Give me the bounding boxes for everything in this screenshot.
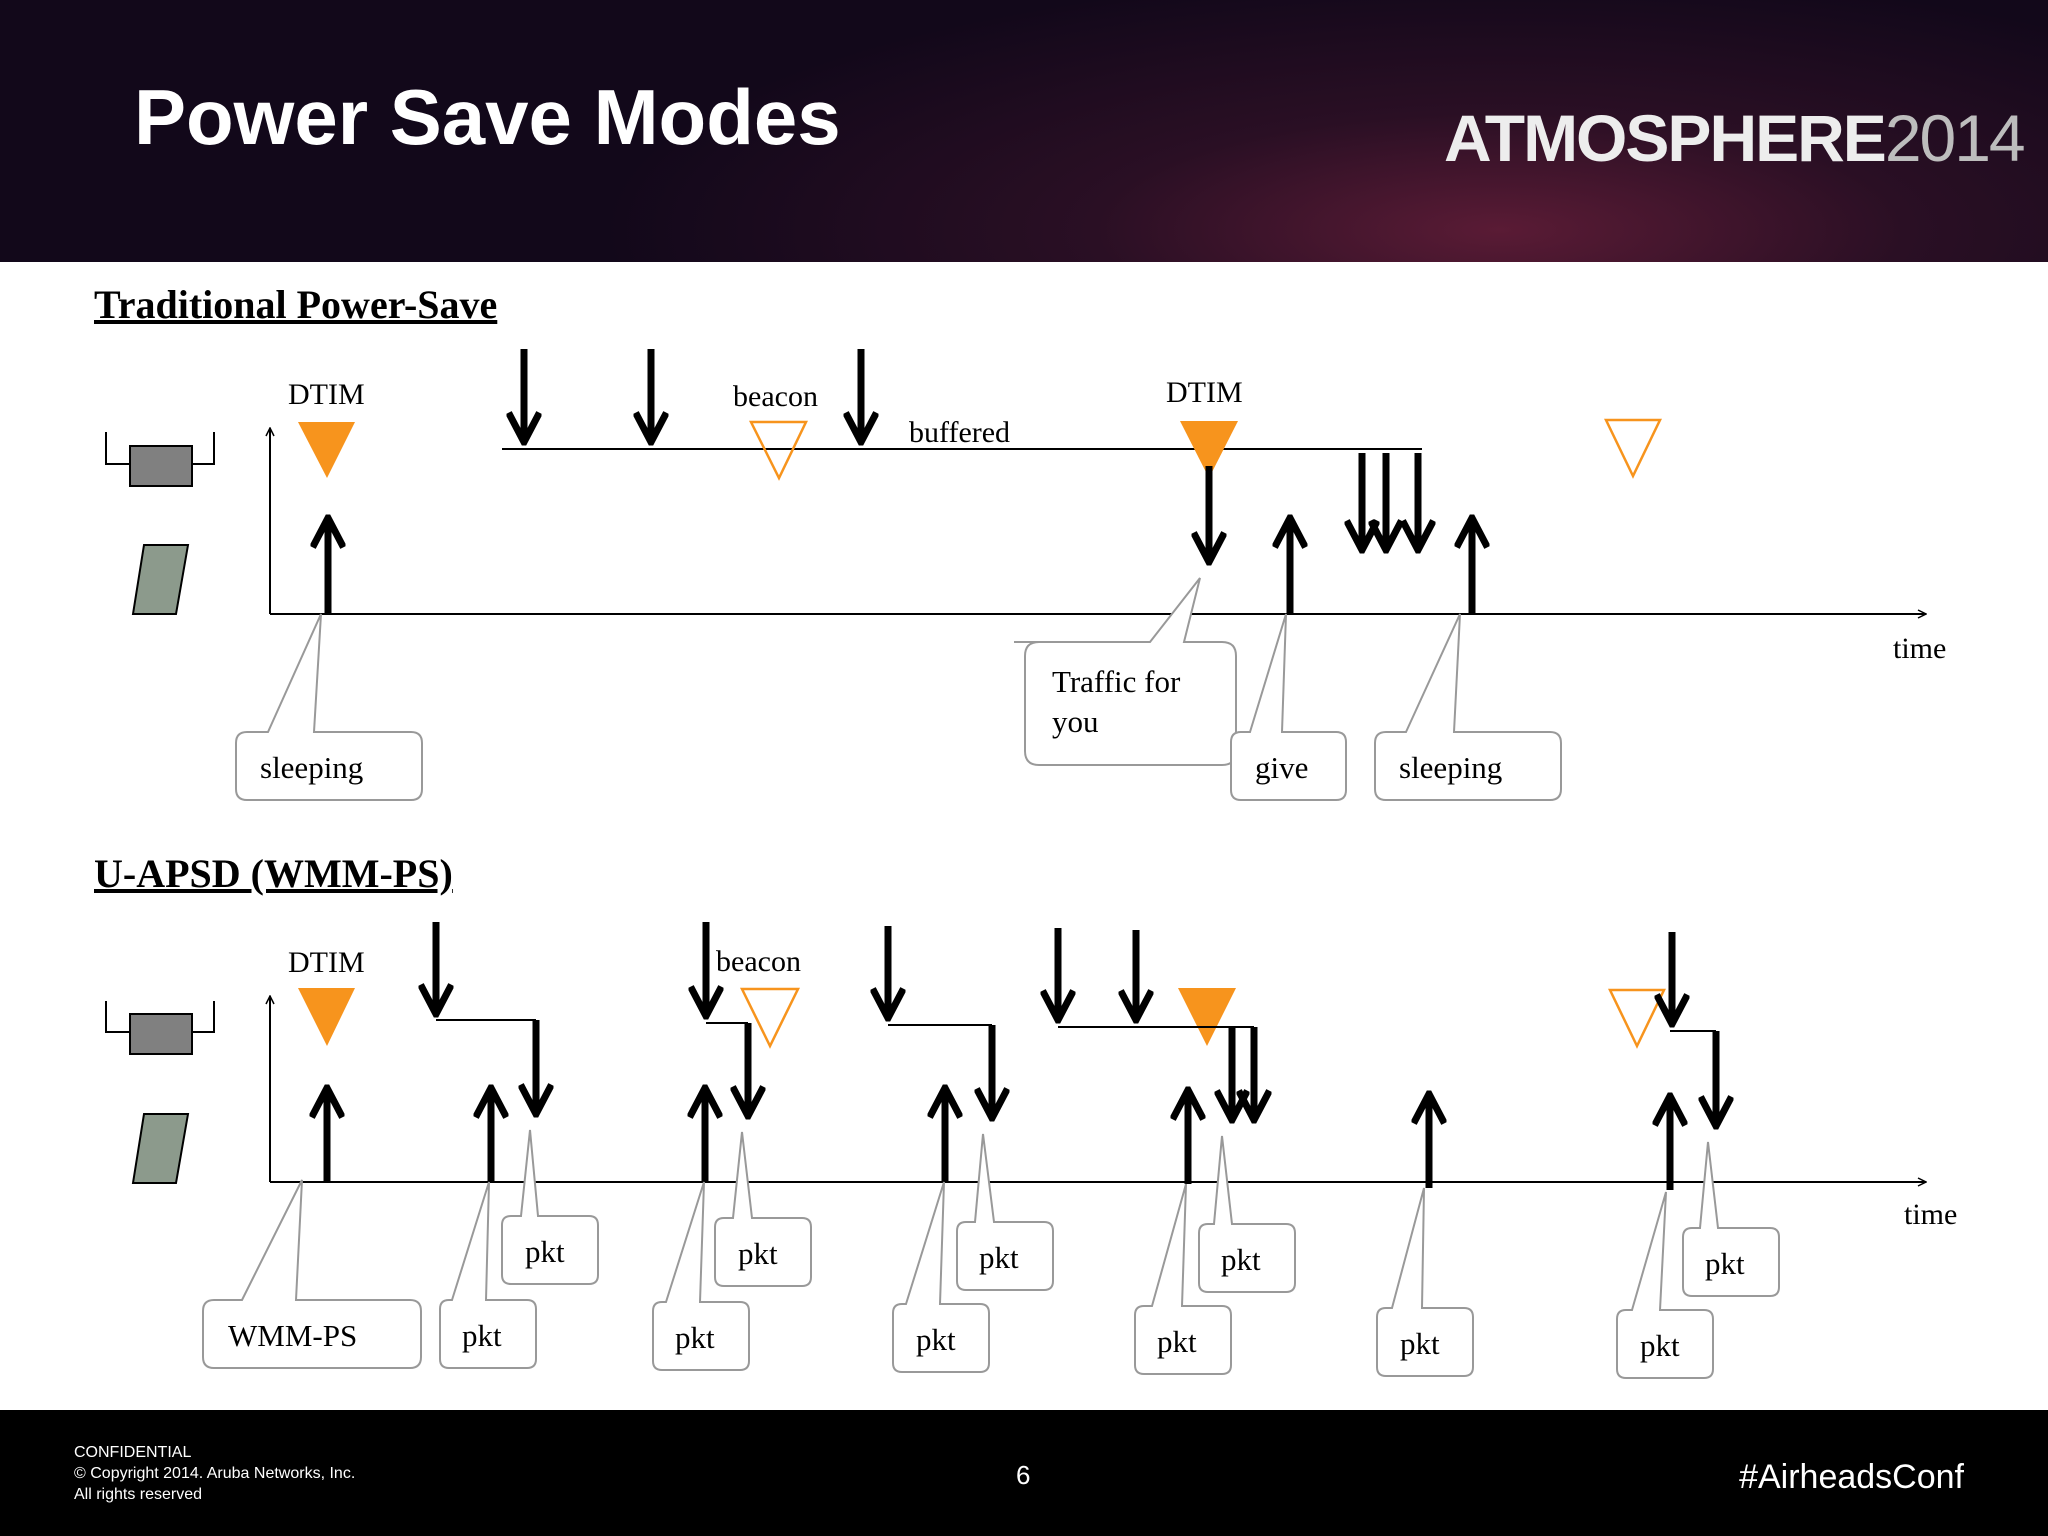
callout-pkt-label: pkt [462, 1318, 502, 1353]
dtim-label: DTIM [288, 378, 365, 411]
callout-pkt-label: pkt [1157, 1324, 1197, 1359]
callout-sleeping: sleeping [1374, 613, 1562, 801]
callout-pkt-label: pkt [525, 1234, 565, 1269]
power-save-diagram: Traditional Power-Save time DTIM beacon … [94, 282, 1957, 1379]
callout-pkt [956, 1133, 1054, 1291]
callout-pkt [1682, 1141, 1780, 1297]
callout-give: give [1230, 613, 1347, 801]
brand-year: 2014 [1884, 101, 2026, 175]
callout-wmm-ps-label: WMM-PS [228, 1318, 357, 1353]
callout-pkt [652, 1181, 750, 1371]
svg-text:you: you [1052, 704, 1099, 739]
callout-pkt-label: pkt [675, 1320, 715, 1355]
callout-pkt [1616, 1191, 1714, 1379]
confidential-label: CONFIDENTIAL [74, 1444, 192, 1461]
callout-pkt [892, 1181, 990, 1373]
callout-pkt-label: pkt [738, 1236, 778, 1271]
callout-sleeping: sleeping [235, 613, 423, 801]
callout-wmm-ps [202, 1179, 422, 1369]
callout-pkt-label: pkt [1221, 1242, 1261, 1277]
callout-pkt-label: pkt [916, 1322, 956, 1357]
dtim-marker [1180, 421, 1238, 478]
slide-header: Power Save Modes ATMOSPHERE2014 [0, 0, 2048, 262]
buffered-label: buffered [909, 416, 1010, 449]
dtim-label: DTIM [1166, 376, 1243, 409]
section1-heading: Traditional Power-Save [94, 282, 497, 327]
client-device-icon [131, 1113, 190, 1184]
confidential-notice: CONFIDENTIAL © Copyright 2014. Aruba Net… [74, 1442, 355, 1505]
client-device-icon [131, 544, 190, 615]
brand-name: ATMOSPHERE [1444, 101, 1887, 175]
slide-title: Power Save Modes [134, 73, 841, 161]
page-number: 6 [1016, 1460, 1031, 1490]
dtim-label: DTIM [288, 946, 365, 979]
beacon-marker [1608, 988, 1666, 1049]
svg-text:Traffic for: Traffic for [1052, 664, 1181, 699]
svg-text:give: give [1255, 750, 1308, 785]
beacon-label: beacon [733, 380, 818, 413]
dtim-marker [298, 988, 355, 1046]
hashtag: #AirheadsConf [1739, 1458, 1964, 1496]
callout-pkt [1376, 1187, 1474, 1377]
access-point-icon [105, 1001, 215, 1055]
callout-pkt [1134, 1183, 1232, 1375]
callout-pkt [1198, 1135, 1296, 1293]
callout-pkt [439, 1181, 537, 1369]
dtim-marker [298, 422, 355, 478]
dtim-marker [1178, 988, 1236, 1046]
callout-pkt [501, 1129, 599, 1285]
beacon-marker [1604, 418, 1662, 479]
callout-pkt-label: pkt [1640, 1328, 1680, 1363]
callout-pkt [714, 1131, 812, 1287]
copyright-text: © Copyright 2014. Aruba Networks, Inc. [74, 1465, 356, 1482]
time-label: time [1893, 632, 1946, 665]
callout-pkt-label: pkt [979, 1240, 1019, 1275]
section2-heading: U-APSD (WMM-PS) [94, 851, 453, 896]
time-label: time [1904, 1198, 1957, 1231]
svg-text:sleeping: sleeping [260, 750, 363, 785]
callout-pkt-label: pkt [1400, 1326, 1440, 1361]
rights-text: All rights reserved [74, 1486, 203, 1503]
access-point-icon [105, 432, 215, 487]
beacon-label: beacon [716, 945, 801, 978]
slide-footer: CONFIDENTIAL © Copyright 2014. Aruba Net… [0, 1410, 2048, 1536]
beacon-marker [739, 987, 801, 1049]
callout-pkt-label: pkt [1705, 1246, 1745, 1281]
brand-logo: ATMOSPHERE2014 [1444, 100, 2026, 176]
callout-traffic-for-you: Traffic for you [1014, 577, 1237, 766]
beacon-marker [748, 420, 808, 481]
svg-text:sleeping: sleeping [1399, 750, 1502, 785]
